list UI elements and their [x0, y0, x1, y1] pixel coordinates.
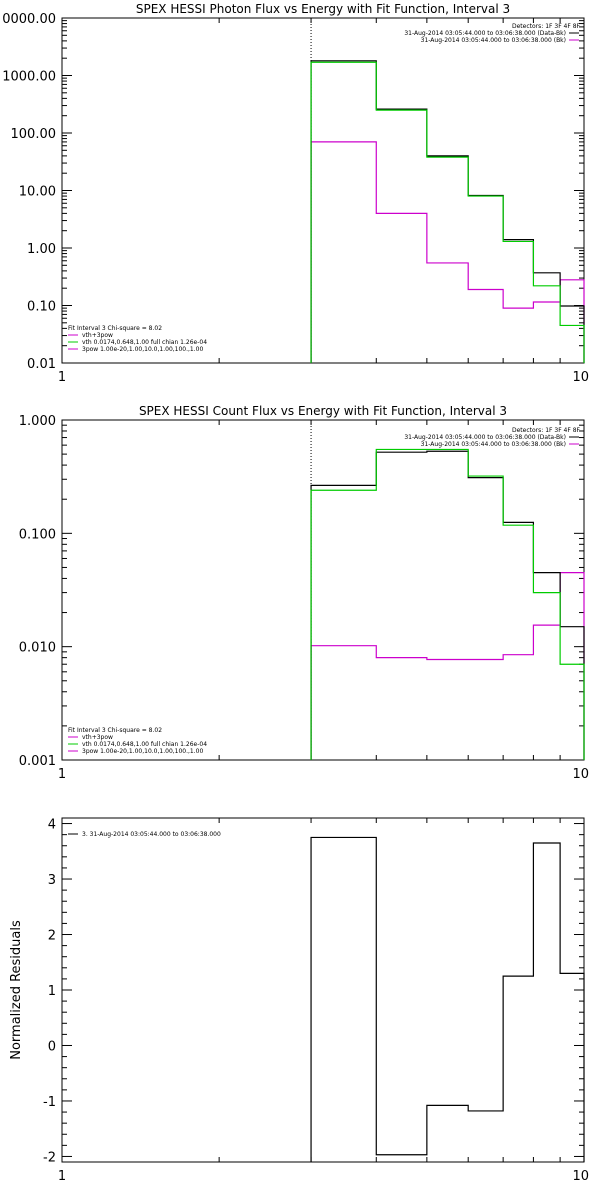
series-vth-3pow-line — [310, 448, 585, 760]
legend-entry: 31-Aug-2014 03:05:44.000 to 03:06:38.000… — [404, 30, 566, 37]
x-tick-label: 10 — [572, 1169, 589, 1184]
plot-frame-3 — [61, 817, 585, 1163]
fit-info-label: Fit Interval 3 Chi-square = 8.02 — [68, 325, 162, 332]
y-tick-label: 100.00 — [11, 127, 57, 142]
y-tick-label: 0.10 — [27, 300, 56, 315]
y-tick-label: 1.00 — [27, 242, 56, 257]
y-tick-label: -1 — [43, 1095, 56, 1110]
y-tick-label: 1.000 — [19, 414, 56, 429]
y-tick-label: 1 — [48, 984, 56, 999]
y-tick-label: -2 — [43, 1150, 56, 1165]
series-vth-3pow-line — [310, 61, 585, 363]
x-tick-label: 1 — [58, 767, 66, 782]
y-tick-label: 0000.00 — [2, 12, 56, 27]
y-tick-label: 0 — [48, 1039, 56, 1054]
series-bk-line — [310, 572, 585, 760]
plot-frame-2 — [61, 419, 585, 761]
legend-detectors: Detectors: 1F 3F 4F 8F — [512, 427, 581, 434]
plot-frame-1 — [61, 17, 585, 364]
legend-entry: 3pow 1.00e-20,1.00,10.0,1.00,100.,1.00 — [82, 346, 203, 353]
chart-title-2: SPEX HESSI Count Flux vs Energy with Fit… — [139, 404, 507, 418]
legend-entry: 31-Aug-2014 03:05:44.000 to 03:06:38.000… — [404, 434, 566, 441]
x-tick-label: 1 — [58, 370, 66, 385]
y-tick-label: 0.010 — [19, 641, 56, 656]
legend-entry: vth 0.0174,0.648,1.00 full chian 1.26e-0… — [82, 741, 207, 748]
y-tick-label: 0.01 — [27, 357, 56, 372]
chart-title-1: SPEX HESSI Photon Flux vs Energy with Fi… — [136, 2, 510, 16]
y-tick-label: 0.001 — [19, 754, 56, 769]
legend-entry: vth 0.0174,0.648,1.00 full chian 1.26e-0… — [82, 339, 207, 346]
fit-info-label: Fit Interval 3 Chi-square = 8.02 — [68, 727, 162, 734]
legend-detectors: Detectors: 1F 3F 4F 8F — [512, 23, 581, 30]
y-axis-label: Normalized Residuals — [9, 920, 24, 1060]
y-tick-label: 3 — [48, 873, 56, 888]
series-bk-line — [310, 141, 585, 363]
series-data-line — [310, 450, 585, 760]
series-residuals-line — [310, 836, 585, 1162]
y-tick-label: 0.100 — [19, 527, 56, 542]
x-tick-label: 10 — [572, 370, 589, 385]
x-tick-label: 1 — [58, 1169, 66, 1184]
legend-entry: 3. 31-Aug-2014 03:05:44.000 to 03:06:38.… — [82, 831, 221, 838]
legend-entry: 31-Aug-2014 03:05:44.000 to 03:06:38.000… — [421, 441, 566, 448]
series-data-line — [310, 60, 585, 363]
y-tick-label: 4 — [48, 818, 56, 833]
y-tick-label: 10.00 — [19, 185, 56, 200]
legend-entry: 3pow 1.00e-20,1.00,10.0,1.00,100.,1.00 — [82, 748, 203, 755]
legend-entry: vth+3pow — [82, 734, 113, 741]
y-tick-label: 2 — [48, 929, 56, 944]
legend-entry: 31-Aug-2014 03:05:44.000 to 03:06:38.000… — [421, 37, 566, 44]
x-tick-label: 10 — [572, 767, 589, 782]
legend-entry: vth+3pow — [82, 332, 113, 339]
y-tick-label: 1000.00 — [2, 70, 56, 85]
